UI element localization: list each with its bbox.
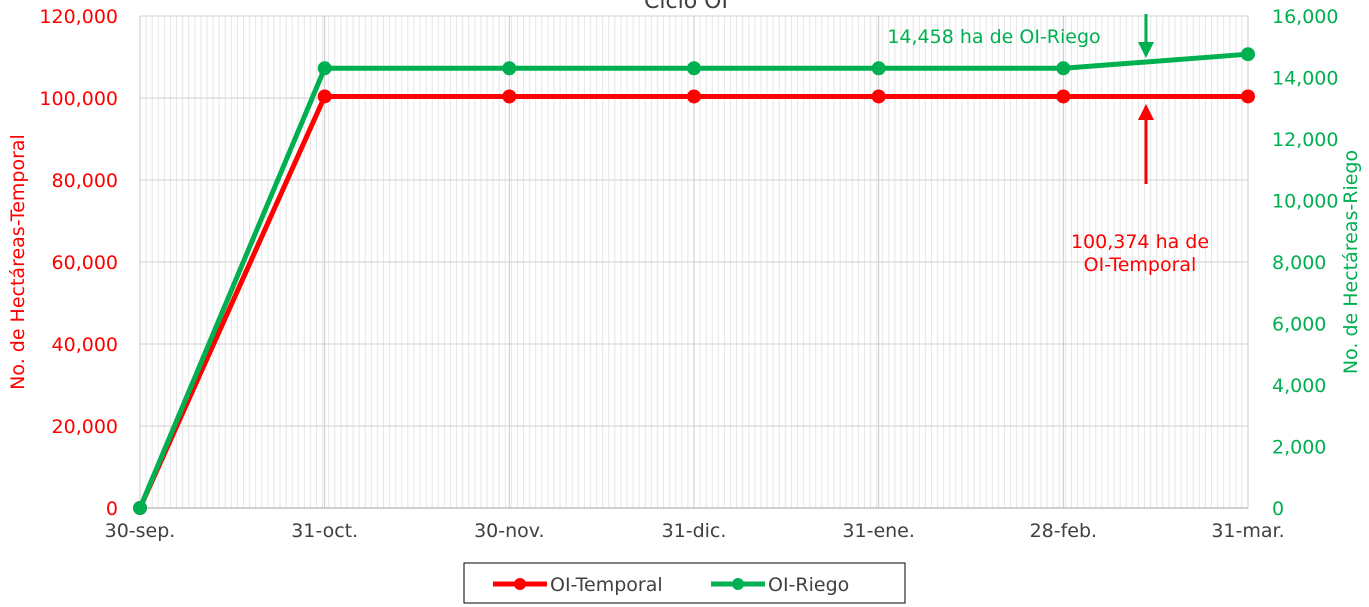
- right-tick-label: 0: [1272, 498, 1284, 520]
- right-tick-label: 10,000: [1272, 191, 1338, 213]
- x-axis-ticks: 30-sep. 31-oct. 30-nov. 31-dic. 31-ene. 28-fe…: [105, 520, 1285, 542]
- data-point-oi-riego: [871, 61, 886, 76]
- data-point-oi-temporal: [1241, 89, 1255, 104]
- data-point-oi-riego: [1241, 47, 1255, 62]
- x-tick-label: 30-nov.: [474, 520, 545, 542]
- legend-label: OI-Temporal: [550, 574, 663, 596]
- legend-label: OI-Riego: [768, 574, 849, 596]
- temporal-annotation-line: OI-Temporal: [1084, 254, 1197, 276]
- riego-arrow-head-icon: [1138, 42, 1154, 58]
- data-point-oi-temporal: [317, 89, 332, 104]
- left-axis-title: No. de Hectáreas-Temporal: [7, 134, 29, 390]
- left-tick-label: 120,000: [39, 6, 118, 28]
- left-tick-label: 0: [106, 498, 118, 520]
- x-tick-label: 31-mar.: [1211, 520, 1284, 542]
- chart-title: Ciclo OI: [644, 0, 728, 14]
- riego-annotation: 14,458 ha de OI-Riego: [887, 26, 1100, 48]
- right-axis-title: No. de Hectáreas-Riego: [1340, 150, 1362, 374]
- right-tick-label: 6,000: [1272, 314, 1326, 336]
- left-tick-label: 20,000: [52, 416, 118, 438]
- annotations: 14,458 ha de OI-Riego 100,374 ha deOI-Tem…: [887, 14, 1209, 276]
- left-tick-label: 60,000: [52, 252, 118, 274]
- series-layer: [133, 47, 1255, 515]
- temporal-arrow-head-icon: [1138, 104, 1154, 120]
- data-point-oi-riego: [1056, 61, 1071, 76]
- right-tick-label: 8,000: [1272, 252, 1326, 274]
- right-tick-label: 16,000: [1272, 6, 1338, 28]
- temporal-annotation-line: 100,374 ha de: [1071, 231, 1209, 253]
- data-point-oi-temporal: [502, 89, 517, 104]
- x-tick-label: 28-feb.: [1030, 520, 1098, 542]
- x-tick-label: 31-dic.: [662, 520, 727, 542]
- x-tick-label: 31-oct.: [291, 520, 358, 542]
- legend-marker: [732, 578, 744, 590]
- right-tick-label: 12,000: [1272, 129, 1338, 151]
- data-point-oi-riego: [133, 501, 147, 515]
- right-axis-ticks: 0 2,000 4,000 6,000 8,000 10,000 12,000 14,000 1…: [1272, 6, 1338, 520]
- right-tick-label: 2,000: [1272, 437, 1326, 459]
- x-tick-label: 30-sep.: [105, 520, 176, 542]
- left-tick-label: 40,000: [52, 334, 118, 356]
- right-tick-label: 14,000: [1272, 68, 1338, 90]
- data-point-oi-riego: [317, 61, 332, 76]
- data-point-oi-temporal: [1056, 89, 1071, 104]
- data-point-oi-riego: [502, 61, 517, 76]
- right-tick-label: 4,000: [1272, 375, 1326, 397]
- legend: OI-Temporal OI-Riego: [463, 562, 906, 604]
- data-point-oi-riego: [687, 61, 701, 76]
- legend-marker: [514, 578, 526, 590]
- left-tick-label: 80,000: [52, 170, 118, 192]
- data-point-oi-temporal: [871, 89, 886, 104]
- data-point-oi-temporal: [687, 89, 701, 104]
- left-tick-label: 100,000: [39, 88, 118, 110]
- x-tick-label: 31-ene.: [842, 520, 915, 542]
- left-axis-ticks: 0 20,000 40,000 60,000 80,000 100,000 120,000: [39, 6, 118, 520]
